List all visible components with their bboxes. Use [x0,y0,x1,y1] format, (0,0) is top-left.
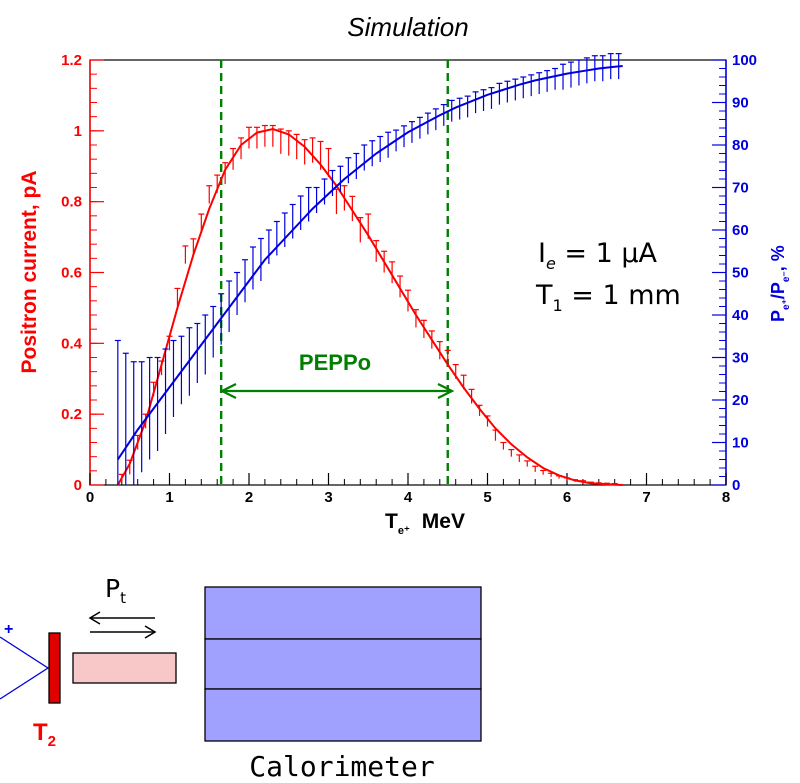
thickness-sub: 1 [553,296,563,315]
x-tick-label: 5 [483,489,491,506]
x-tick-label: 3 [324,489,332,506]
x-tick-label: 4 [404,489,413,506]
thickness-value: = 1 mm [563,280,681,311]
x-axis-ticks: 0 1 2 3 4 5 6 7 8 [86,473,730,506]
calorimeter-crystal-top [204,586,482,640]
y-right-tick-label: 20 [732,392,749,409]
y-right-tick-label: 30 [732,350,749,367]
y-left-tick-label: 0.6 [61,265,82,282]
x-axis-label-unit: MeV [422,510,465,533]
y-right-axis-ticks: 0 10 20 30 40 50 60 70 80 90 100 [712,52,757,494]
y-right-label-p1: P [768,310,788,322]
y-left-tick-label: 1 [74,123,82,140]
target-label-symbol: T [33,719,48,746]
x-tick-label: 0 [86,489,94,506]
x-tick-label: 6 [563,489,571,506]
target-label: T2 [33,719,56,750]
thickness-symbol: T [535,280,553,311]
y-right-tick-label: 80 [732,137,749,154]
y-right-label-p2: /P [768,282,788,299]
y-left-axis-ticks: 0 0.2 0.4 0.6 0.8 1 1.2 [61,52,104,494]
converter-block [72,652,177,684]
y-left-tick-label: 0.2 [61,406,82,423]
y-left-tick-label: 0.8 [61,194,82,211]
y-right-tick-label: 40 [732,307,749,324]
y-right-tick-label: 10 [732,435,749,452]
calorimeter-label: Calorimeter [249,750,434,783]
chart-title: Simulation [347,12,468,42]
target-label-sub: 2 [48,733,56,750]
polarization-sub: t [120,589,126,607]
thickness-annotation: T1 = 1 mm [535,280,681,315]
calorimeter-crystal-middle [204,638,482,690]
series-positron-current [116,124,623,486]
y-right-tick-label: 60 [732,222,749,239]
beam-current-symbol: I [538,238,546,269]
x-axis-label-sub: e⁺ [398,525,410,537]
current-fit-curve [116,128,623,486]
peppo-double-arrow [219,383,455,399]
peppo-label: PEPPo [299,350,371,375]
x-axis-label-symbol: T [385,510,398,533]
y-right-label-sub2: e⁻ [781,271,792,282]
measurement-window [219,60,449,485]
beam-current-annotation: Ie = 1 μA [538,238,658,273]
y-right-tick-label: 0 [732,477,740,494]
series-polarization [114,53,623,485]
y-right-tick-label: 70 [732,180,749,197]
x-tick-label: 2 [245,489,253,506]
apparatus-diagram: + T2 Pt Calorimeter [0,574,482,783]
polarization-reversal-arrows [88,611,157,639]
y-right-label-sub1: e⁺ [781,299,792,310]
beam-current-value: = 1 μA [556,238,658,269]
polarization-label: Pt [105,574,126,607]
x-tick-label: 1 [165,489,173,506]
x-tick-label: 8 [722,489,730,506]
calorimeter-crystal-bottom [204,688,482,742]
beam-cone [0,636,50,700]
plot-frame [89,59,727,486]
target-t2 [48,632,61,704]
y-right-tick-label: 100 [732,52,757,69]
y-left-tick-label: 1.2 [61,52,82,69]
beam-label: + [4,621,13,638]
y-right-tick-label: 50 [732,265,749,282]
beam-current-sub: e [546,254,556,273]
polarization-fit-curve [116,64,623,461]
y-left-tick-label: 0 [74,477,82,494]
x-axis-label: Te⁺ MeV [385,510,465,537]
y-right-tick-label: 90 [732,95,749,112]
y-left-tick-label: 0.4 [61,335,83,352]
y-right-label-p3: , % [768,245,788,271]
y-right-axis-label: Pe⁺/Pe⁻, % [768,245,792,322]
x-tick-label: 7 [642,489,650,506]
y-left-axis-label: Positron current, pA [18,170,41,373]
polarization-symbol: P [105,574,120,603]
